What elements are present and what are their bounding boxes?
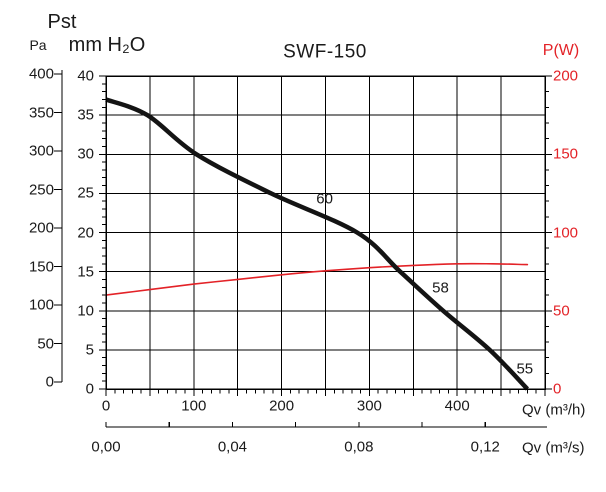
power-axis-tick-label: 100	[553, 224, 579, 241]
flow-m3h-tick-label: 400	[444, 397, 470, 415]
noise-level-label: 55	[516, 360, 534, 378]
pa-axis-tick-label: 50	[37, 335, 54, 352]
pa-axis-tick-label: 200	[28, 219, 54, 237]
noise-level-label: 58	[432, 279, 449, 297]
flow-m3s-tick-label: 0,04	[217, 438, 248, 456]
pa-axis-tick-label: 100	[28, 296, 54, 314]
mm-axis-tick-label: 35	[77, 106, 94, 124]
mm-axis-tick-label: 40	[77, 67, 94, 85]
power-axis-tick-label: 50	[553, 302, 570, 320]
flow-m3s-tick-label: 0,12	[470, 438, 500, 456]
mm-axis-tick-label: 30	[77, 145, 94, 163]
pa-axis-tick-label: 350	[28, 104, 54, 121]
mm-axis-tick-label: 5	[85, 341, 94, 359]
pa-axis-tick-label: 0	[45, 373, 54, 391]
mm-axis-tick-label: 20	[77, 224, 94, 241]
mm-h2o-unit-label: mm H₂O	[68, 34, 146, 56]
mm-axis-tick-label: 0	[85, 380, 94, 398]
mm-axis-tick-label: 25	[77, 184, 94, 202]
plot-border	[105, 75, 546, 390]
pa-axis-tick-label: 250	[28, 181, 54, 198]
flow-m3s-axis-label: Qv (m³/s)	[522, 439, 585, 457]
power-axis-tick-label: 150	[553, 145, 579, 163]
mm-axis-tick-label: 15	[77, 263, 94, 281]
pa-unit-label: Pa	[29, 37, 47, 53]
flow-m3h-tick-label: 0	[101, 397, 111, 415]
pressure-axis-title: Pst	[47, 11, 77, 33]
mm-axis-tick-label: 10	[77, 302, 94, 320]
chart-title: SWF-150	[283, 41, 367, 63]
static-pressure-curve	[105, 97, 530, 391]
flow-m3h-tick-label: 200	[269, 397, 295, 415]
flow-m3h-tick-label: 100	[181, 397, 207, 415]
pa-axis-tick-label: 150	[28, 258, 54, 275]
noise-level-label: 60	[316, 190, 333, 208]
flow-m3s-tick-label: 0,08	[344, 438, 374, 456]
power-axis-tick-label: 0	[553, 380, 562, 398]
pa-axis-tick-label: 300	[28, 142, 54, 160]
power-axis-tick-label: 200	[553, 67, 579, 85]
power-curve	[105, 262, 529, 296]
power-axis-label: P(W)	[542, 42, 580, 59]
flow-m3s-tick-label: 0,00	[91, 438, 121, 456]
flow-m3h-tick-label: 300	[356, 397, 382, 415]
flow-m3h-axis-label: Qv (m³/h)	[522, 401, 586, 419]
pa-axis-tick-label: 400	[28, 65, 54, 83]
